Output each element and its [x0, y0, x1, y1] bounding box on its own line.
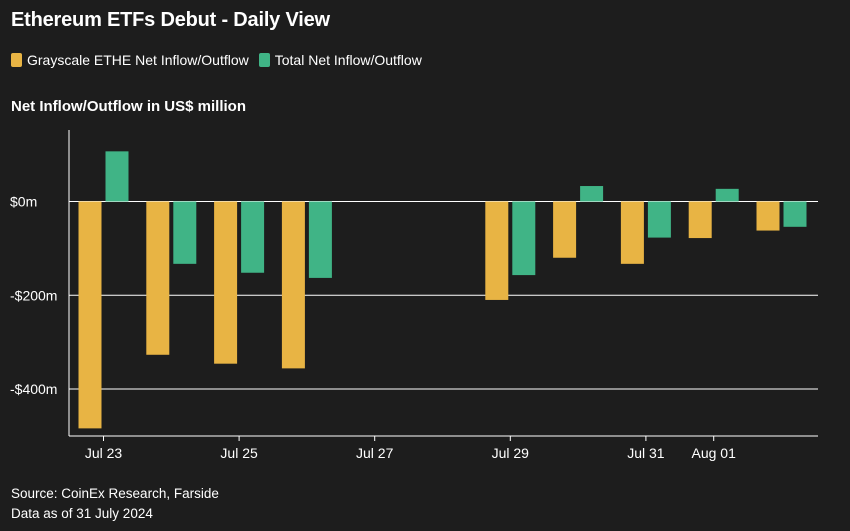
legend: Grayscale ETHE Net Inflow/Outflow Total … — [11, 52, 432, 68]
bar-total — [105, 151, 129, 202]
legend-label-grayscale: Grayscale ETHE Net Inflow/Outflow — [27, 52, 249, 68]
bar-total — [173, 201, 197, 264]
bar-grayscale — [485, 201, 509, 300]
bar-grayscale — [146, 201, 170, 355]
legend-label-total: Total Net Inflow/Outflow — [274, 52, 422, 68]
source-note: Source: CoinEx Research, Farside Data as… — [11, 484, 219, 524]
bar-grayscale — [78, 201, 102, 429]
x-tick-label: Jul 27 — [356, 445, 394, 461]
bar-total — [647, 201, 671, 238]
bar-total — [241, 201, 265, 273]
bar-grayscale — [281, 201, 305, 369]
x-tick-label: Aug 01 — [692, 445, 737, 461]
chart-subtitle: Net Inflow/Outflow in US$ million — [11, 98, 246, 115]
y-tick-label: $0m — [10, 194, 37, 210]
bar-grayscale — [756, 201, 780, 231]
legend-swatch-grayscale — [11, 53, 22, 67]
legend-item-grayscale: Grayscale ETHE Net Inflow/Outflow — [11, 52, 249, 68]
bar-grayscale — [688, 201, 712, 239]
y-tick-label: -$400m — [10, 381, 57, 397]
x-tick-label: Jul 25 — [220, 445, 258, 461]
source-line: Source: CoinEx Research, Farside — [11, 486, 219, 501]
bar-total — [715, 188, 739, 202]
legend-swatch-total — [258, 53, 270, 67]
data-date-line: Data as of 31 July 2024 — [11, 506, 153, 521]
bar-grayscale — [620, 201, 644, 264]
x-tick-label: Jul 29 — [492, 445, 530, 461]
bar-grayscale — [553, 201, 577, 258]
bar-total — [512, 201, 536, 276]
bar-total — [308, 201, 332, 278]
bar-total — [580, 186, 604, 202]
bar-total — [783, 201, 807, 227]
legend-item-total: Total Net Inflow/Outflow — [258, 52, 422, 68]
chart-title: Ethereum ETFs Debut - Daily View — [11, 9, 330, 31]
bar-grayscale — [214, 201, 238, 364]
x-tick-label: Jul 23 — [85, 445, 123, 461]
y-tick-label: -$200m — [10, 287, 57, 303]
x-tick-label: Jul 31 — [627, 445, 665, 461]
